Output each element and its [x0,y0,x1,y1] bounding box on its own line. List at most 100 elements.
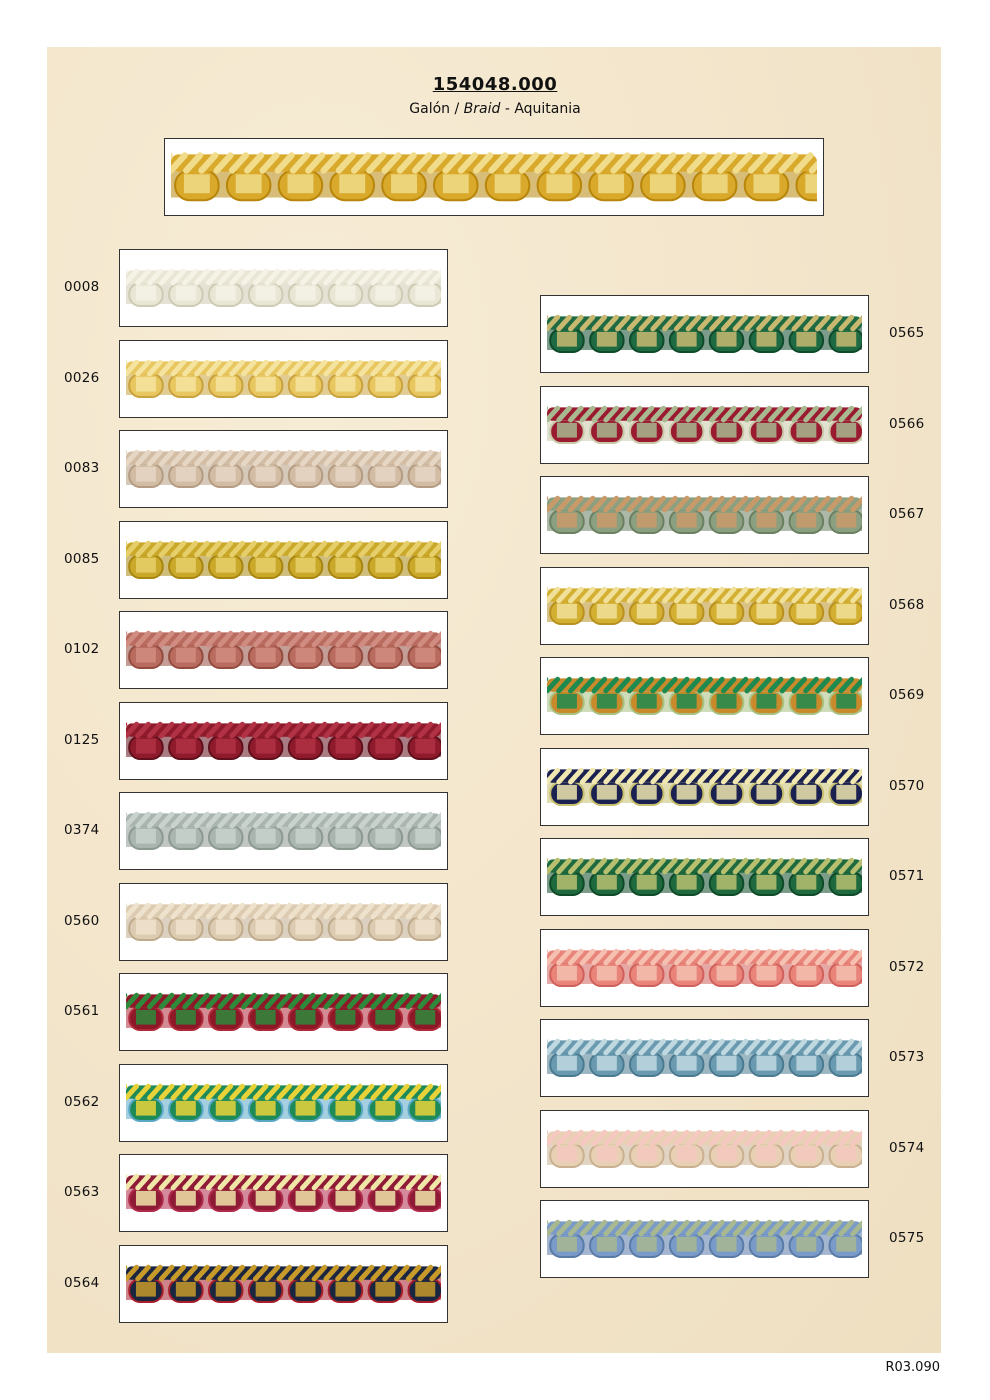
braid-pattern [541,586,868,625]
braid-swatch-0560 [119,882,448,961]
braid-swatch-0125 [119,701,448,780]
color-code-label: 0572 [889,958,925,975]
braid-image [120,1082,447,1124]
braid-swatch-0566 [540,385,869,464]
color-code-label: 0560 [64,912,100,929]
featured-braid-image [165,150,823,204]
braid-swatch-0085 [119,520,448,599]
braid-swatch-0083 [119,430,448,508]
braid-image [120,448,447,490]
color-code-label: 0575 [889,1230,925,1246]
braid-image [541,1128,868,1170]
braid-image [120,1263,447,1305]
braid-pattern [541,495,868,535]
braid-pattern [541,1219,868,1259]
braid-image [120,1172,447,1214]
braid-image [120,358,447,400]
color-code-label: 0570 [889,777,925,794]
braid-pattern [120,268,447,308]
braid-swatch-0568 [540,566,869,645]
braid-pattern [120,1083,447,1122]
color-code-label: 0125 [64,731,100,748]
braid-swatch-0374 [119,792,448,870]
color-code-label: 0083 [64,460,100,476]
braid-pattern [541,314,868,354]
featured-braid-swatch [164,138,824,216]
braid-pattern [120,902,447,941]
braid-pattern [120,449,447,489]
color-code-label: 0102 [64,641,100,657]
braid-pattern [120,811,447,851]
color-code-label: 0565 [889,325,925,341]
color-code-label: 0562 [64,1093,100,1110]
braid-pattern [541,405,868,444]
braid-image [120,810,447,852]
braid-pattern [120,359,447,398]
color-code-label: 0566 [889,415,925,432]
braid-pattern [541,767,868,806]
braid-swatch-0026 [119,339,448,418]
braid-swatch-0575 [540,1200,869,1278]
braid-image [541,856,868,898]
braid-swatch-0571 [540,838,869,916]
braid-pattern [120,721,447,760]
color-code-label: 0567 [889,506,925,522]
subtitle-part1: Galón / [409,101,464,117]
braid-swatch-0102 [119,611,448,689]
braid-image [120,991,447,1033]
subtitle-part2: - Aquitania [500,101,581,117]
braid-image [120,267,447,309]
braid-swatch-0567 [540,476,869,554]
color-code-label: 0573 [889,1049,925,1065]
braid-pattern [120,1264,447,1303]
braid-image [120,720,447,762]
braid-pattern [541,857,868,897]
subtitle-italic: Braid [463,101,501,117]
braid-swatch-0008 [119,249,448,327]
braid-pattern [120,1173,447,1213]
braid-image [120,539,447,581]
braid-image [541,766,868,808]
braid-pattern [120,992,447,1032]
color-code-label: 0026 [64,369,100,386]
color-code-label: 0564 [64,1274,100,1291]
braid-image [541,947,868,989]
color-code-label: 0568 [889,596,925,613]
braid-image [541,404,868,446]
braid-swatch-0562 [119,1063,448,1142]
braid-image [541,585,868,627]
braid-image [541,675,868,717]
braid-pattern [541,948,868,987]
color-code-label: 0374 [64,822,100,838]
color-code-label: 0561 [64,1003,100,1019]
braid-pattern [541,676,868,716]
braid-pattern [120,540,447,579]
color-code-label: 0008 [64,279,100,295]
braid-swatch-0573 [540,1019,869,1097]
braid-swatch-0572 [540,928,869,1007]
braid-swatch-0569 [540,657,869,735]
braid-image [120,629,447,671]
product-code-title: 154048.000 [432,74,558,95]
braid-swatch-0565 [540,295,869,373]
braid-pattern [120,630,447,670]
braid-swatch-0561 [119,973,448,1051]
braid-image [541,1037,868,1079]
color-code-label: 0574 [889,1139,925,1156]
braid-pattern [165,152,823,202]
color-code-label: 0085 [64,550,100,567]
braid-swatch-0574 [540,1109,869,1188]
braid-swatch-0570 [540,747,869,826]
braid-image [120,901,447,943]
braid-image [541,494,868,536]
braid-image [541,1218,868,1260]
color-code-label: 0569 [889,687,925,703]
color-code-label: 0563 [64,1184,100,1200]
braid-pattern [541,1129,868,1168]
braid-swatch-0563 [119,1154,448,1232]
product-subtitle: Galón / Braid - Aquitania [0,101,990,117]
braid-image [541,313,868,355]
braid-pattern [541,1038,868,1078]
braid-swatch-0564 [119,1244,448,1323]
color-code-label: 0571 [889,868,925,884]
